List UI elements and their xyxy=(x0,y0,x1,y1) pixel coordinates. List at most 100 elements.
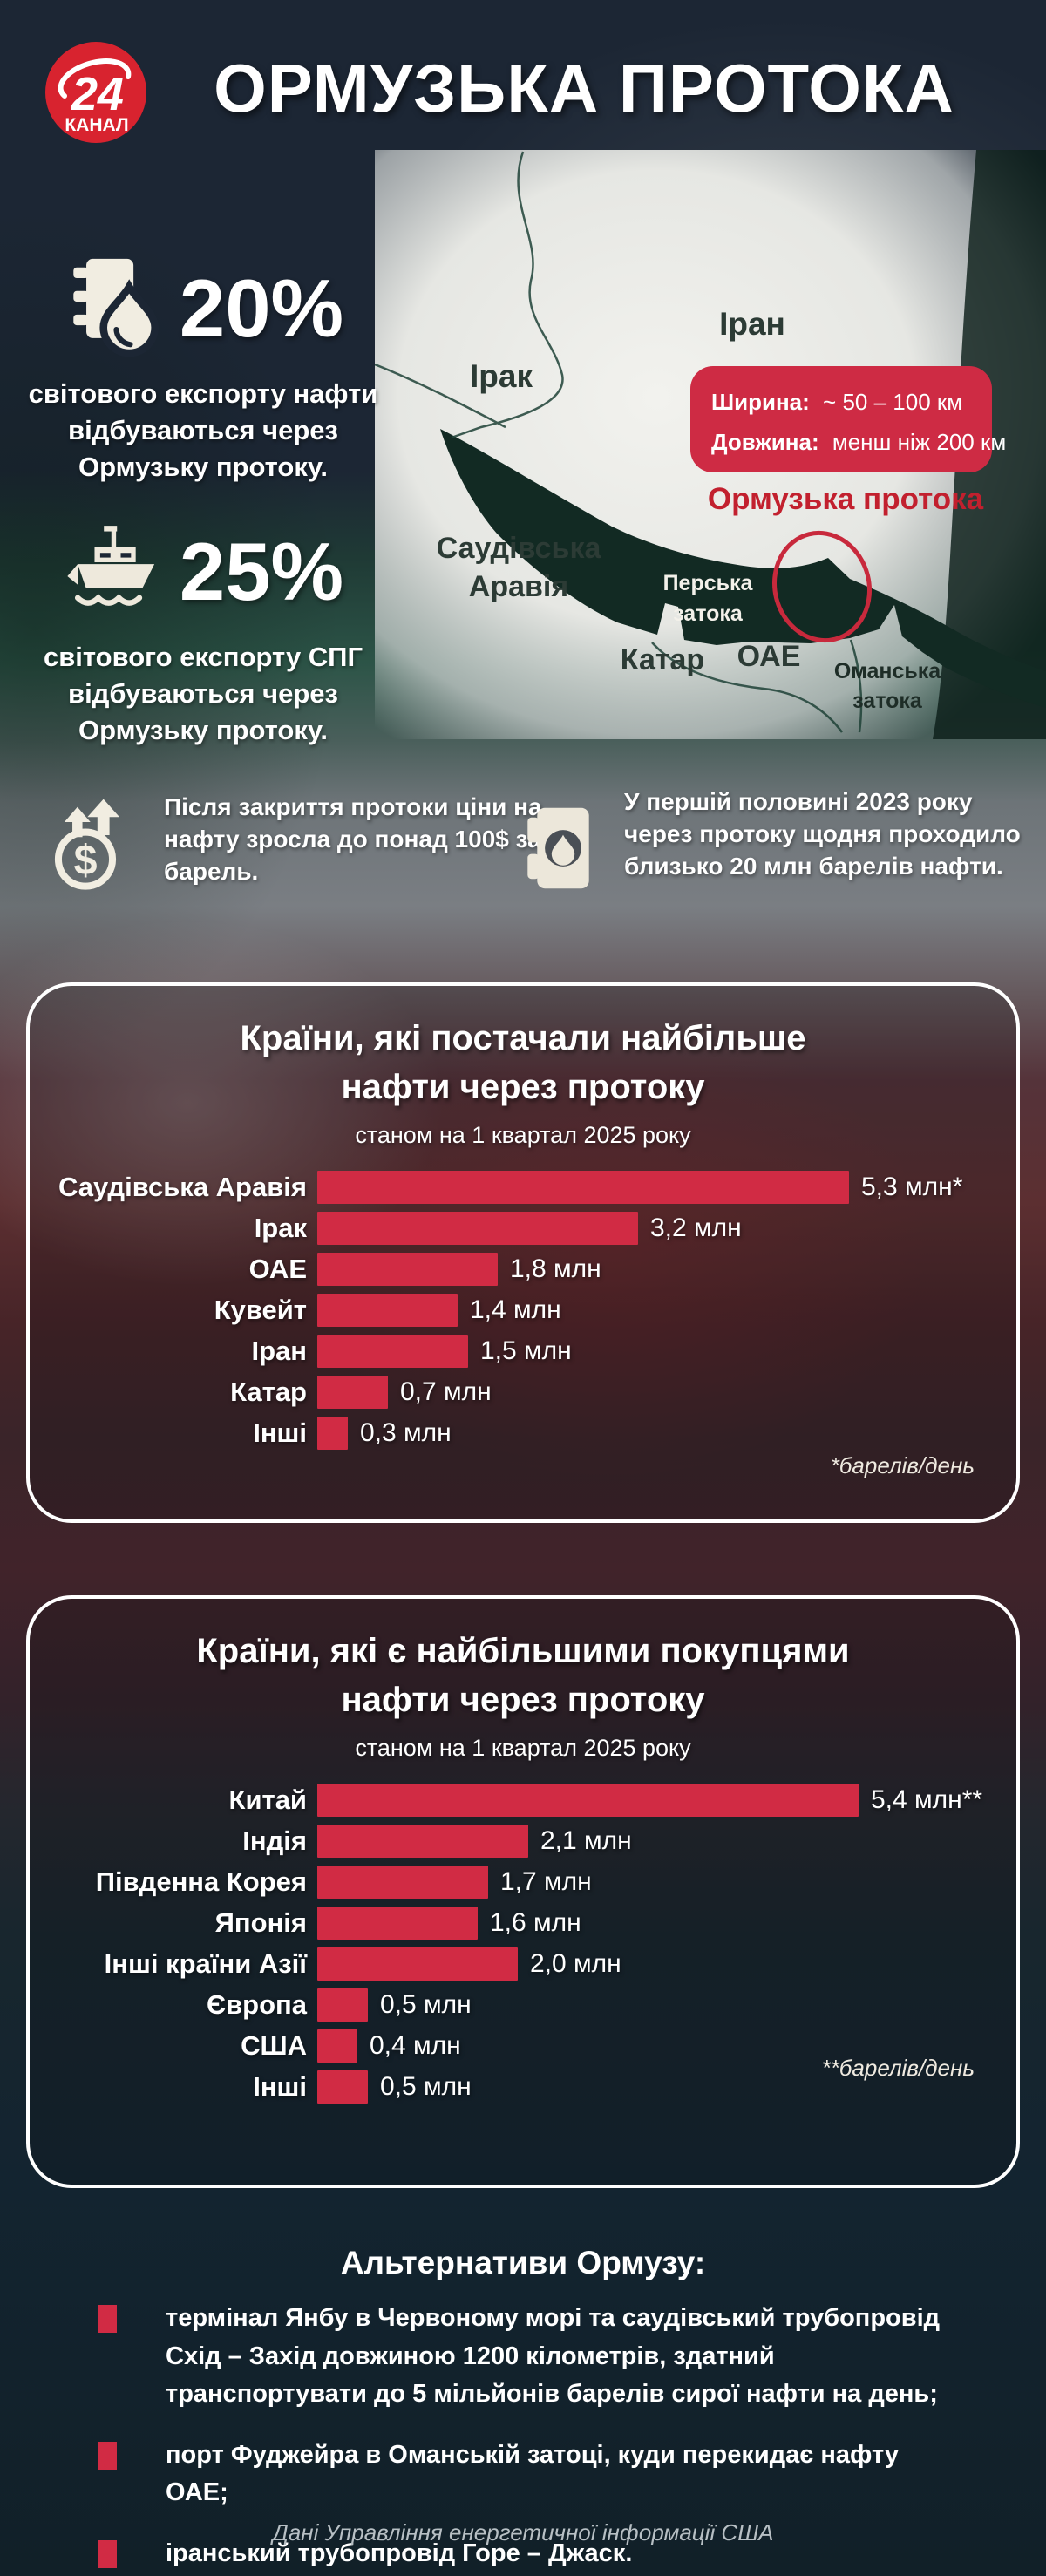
oil-export-text: світового експорту нафти відбуваються че… xyxy=(28,378,378,482)
bar-category-label: Японія xyxy=(214,1907,307,1938)
map-label-persian-gulf-2: затока xyxy=(673,602,744,626)
suppliers-chart-panel: Країни, які постачали найбільше нафти че… xyxy=(26,982,1020,1523)
strait-label: Ормузька протока xyxy=(708,482,984,516)
bar-category-label: Південна Корея xyxy=(95,1866,307,1897)
alternative-text: порт Фуджейра в Оманській затоці, куди п… xyxy=(166,2440,900,2507)
bar-category-label: Катар xyxy=(230,1376,307,1407)
suppliers-chart-title: Країни, які постачали найбільше нафти че… xyxy=(240,1019,806,1106)
chart-row: ОАЕ 1,8 млн xyxy=(30,1248,1016,1289)
logo-swoosh-icon xyxy=(58,58,132,99)
bar-value-label: 0,4 млн xyxy=(370,2030,461,2060)
bar-category-label: Індія xyxy=(242,1825,307,1856)
bar xyxy=(317,1252,498,1286)
svg-text:Довжина: менш ніж 20: Довжина: менш ніж 200 км xyxy=(711,429,1006,455)
bar xyxy=(317,1170,849,1204)
bar-category-label: Іран xyxy=(251,1335,307,1366)
chart-row: Китай 5,4 млн** xyxy=(30,1779,1016,1820)
buyers-chart-panel: Країни, які є найбільшими покупцями нафт… xyxy=(26,1595,1020,2188)
bar-value-label: 2,1 млн xyxy=(540,1825,632,1855)
logo-number: 24 xyxy=(71,68,124,120)
bar-value-label: 2,0 млн xyxy=(530,1948,621,1978)
map-label-oman-gulf-1: Оманська xyxy=(834,659,941,683)
map-label-qatar: Катар xyxy=(621,643,704,676)
badge-width-value: ~ 50 – 100 км xyxy=(823,389,962,415)
suppliers-chart-subtitle: станом на 1 квартал 2025 року xyxy=(355,1122,691,1148)
map-label-uae: ОАЕ xyxy=(737,640,801,673)
alternatives-list: термінал Янбу в Червоному морі та саудів… xyxy=(0,2300,1046,2576)
bar xyxy=(317,1783,859,1817)
cargo-ship-icon xyxy=(63,518,166,625)
alternative-item: порт Фуджейра в Оманській затоці, куди п… xyxy=(0,2437,1046,2512)
lng-export-text: світового експорту СПГ відбуваються чере… xyxy=(43,642,363,745)
bar xyxy=(317,1824,528,1858)
chart-row: Інші країни Азії 2,0 млн xyxy=(30,1943,1016,1984)
map-label-iran: Іран xyxy=(719,306,785,342)
strait-of-hormuz-map: Іран Ірак Саудівська Аравія Катар ОАЕ Пе… xyxy=(374,150,1046,739)
bar xyxy=(317,1947,518,1981)
lng-export-percent: 25% xyxy=(179,525,344,617)
badge-width-label: Ширина: xyxy=(711,389,810,415)
logo-word: КАНАЛ xyxy=(65,115,128,135)
page-title: ОРМУЗЬКА ПРОТОКА xyxy=(214,50,954,126)
bar-category-label: США xyxy=(241,2029,307,2061)
chart-row: Кувейт 1,4 млн xyxy=(30,1289,1016,1330)
logo-circle xyxy=(45,42,146,143)
bar-value-label: 3,2 млн xyxy=(650,1213,742,1242)
chart-row: США 0,4 млн xyxy=(30,2025,1016,2066)
bar-category-label: Ірак xyxy=(254,1212,307,1243)
daily-volume-fact: У першій половині 2023 року через проток… xyxy=(624,788,1021,880)
chart-row: Південна Корея 1,7 млн xyxy=(30,1861,1016,1902)
chart-row: Інші 0,3 млн xyxy=(30,1412,1016,1453)
svg-text:$: $ xyxy=(74,837,98,884)
bar-category-label: Інші країни Азії xyxy=(104,1947,307,1979)
suppliers-chart-footnote: *барелів/день xyxy=(830,1452,975,1478)
bar xyxy=(317,1906,478,1940)
bar xyxy=(317,1293,458,1327)
badge-length-value: менш ніж 200 км xyxy=(832,429,1006,455)
oil-barrel-icon xyxy=(520,800,607,901)
bar xyxy=(317,1375,388,1409)
bar-value-label: 1,8 млн xyxy=(510,1254,601,1283)
alternative-item: іранський трубопровід Горе – Джаск. xyxy=(0,2535,1046,2573)
buyers-chart-subtitle: станом на 1 квартал 2025 року xyxy=(355,1735,691,1761)
map-label-oman-gulf-2: затока xyxy=(852,689,923,713)
alternative-item: термінал Янбу в Червоному морі та саудів… xyxy=(0,2300,1046,2414)
persian-gulf-water xyxy=(440,429,1046,708)
bar xyxy=(317,2029,357,2063)
price-rise-fact: Після закриття протоки ціни на нафту зро… xyxy=(164,793,542,885)
alternative-text: термінал Янбу в Червоному морі та саудів… xyxy=(166,2304,941,2408)
bar xyxy=(317,1334,468,1368)
chart-row: Інші 0,5 млн xyxy=(30,2066,1016,2107)
bar-value-label: 0,3 млн xyxy=(360,1417,452,1447)
bar-category-label: Кувейт xyxy=(214,1294,307,1325)
bar-category-label: Інші xyxy=(253,2070,307,2102)
bar-value-label: 0,5 млн xyxy=(380,1989,472,2019)
chart-row: Саудівська Аравія 5,3 млн* xyxy=(30,1166,1016,1207)
bar-value-label: 5,3 млн* xyxy=(861,1172,963,1201)
bullet-square-icon xyxy=(98,2441,117,2470)
bar xyxy=(317,1988,368,2022)
bullet-square-icon xyxy=(98,2539,117,2568)
bar-value-label: 1,5 млн xyxy=(480,1336,572,1365)
strait-circle-marker xyxy=(771,530,873,643)
suppliers-chart-rows: Саудівська Аравія 5,3 млн* Ірак 3,2 млн ОАЕ 1… xyxy=(30,1166,1016,1453)
chart-row: Іран 1,5 млн xyxy=(30,1330,1016,1371)
price-rise-dollar-icon: $ xyxy=(45,795,146,900)
bullet-square-icon xyxy=(98,2305,117,2333)
oil-export-percent: 20% xyxy=(179,262,344,354)
bar-value-label: 5,4 млн** xyxy=(871,1784,983,1814)
bar-category-label: Інші xyxy=(253,1417,307,1448)
bar-category-label: Китай xyxy=(228,1784,307,1815)
map-label-persian-gulf-1: Перська xyxy=(663,571,754,595)
bar-category-label: Європа xyxy=(207,1988,307,2020)
buyers-chart-rows: Китай 5,4 млн** Індія 2,1 млн Південна Корея… xyxy=(30,1779,1016,2107)
alternative-text: іранський трубопровід Горе – Джаск. xyxy=(166,2539,633,2567)
bar-value-label: 0,5 млн xyxy=(380,2071,472,2101)
map-label-saudi-2: Аравія xyxy=(469,570,568,603)
bar-category-label: ОАЕ xyxy=(248,1253,307,1284)
chart-row: Європа 0,5 млн xyxy=(30,1984,1016,2025)
chart-row: Японія 1,6 млн xyxy=(30,1902,1016,1943)
chart-row: Індія 2,1 млн xyxy=(30,1820,1016,1861)
bar-value-label: 1,7 млн xyxy=(500,1866,592,1896)
